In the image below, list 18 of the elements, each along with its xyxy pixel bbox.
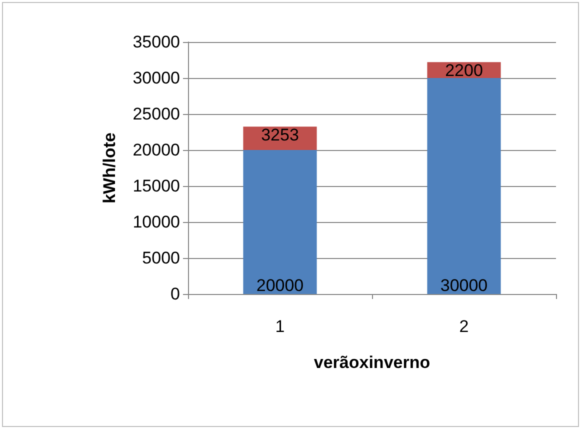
x-tick-label: 2	[459, 317, 469, 336]
y-tick-label: 10000	[132, 212, 180, 232]
data-label: 30000	[440, 276, 488, 295]
y-tick-label: 30000	[132, 68, 180, 88]
data-label: 2200	[445, 61, 483, 80]
y-tick-label: 15000	[132, 176, 180, 196]
bar	[243, 150, 317, 294]
y-tick-label: 5000	[142, 248, 180, 268]
data-label: 3253	[261, 126, 299, 145]
y-tick-label: 20000	[132, 140, 180, 160]
y-tick-label: 35000	[132, 32, 180, 52]
y-tick-label: 25000	[132, 104, 180, 124]
bar	[427, 78, 501, 294]
y-tick-label: 0	[170, 284, 180, 304]
data-label: 20000	[256, 276, 304, 295]
x-tick-label: 1	[275, 317, 285, 336]
y-axis-title: kWh/lote	[100, 132, 119, 204]
x-axis-title: verãoxinverno	[314, 353, 430, 372]
